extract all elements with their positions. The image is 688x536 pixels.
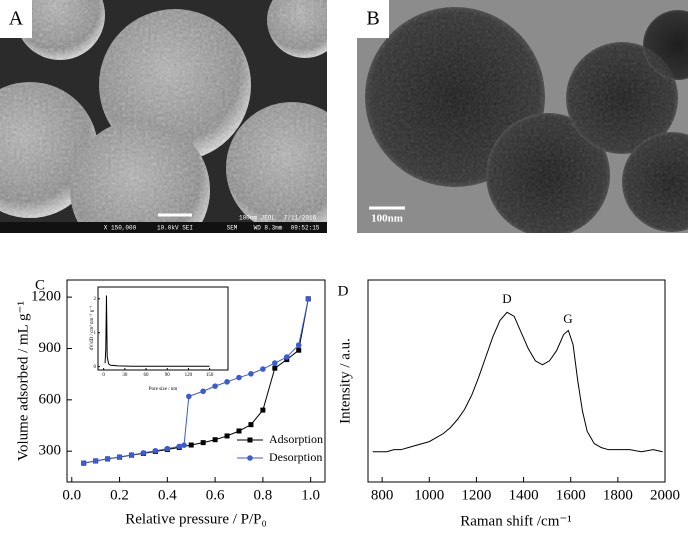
x-axis-label: Pore size / nm: [149, 387, 178, 392]
sem-info: 7/11/2016: [284, 215, 317, 222]
y-axis-label: Intensity / a.u.: [337, 338, 353, 424]
data-marker: [176, 443, 183, 450]
data-marker: [260, 407, 266, 413]
x-tick-label: 800: [371, 488, 394, 504]
peak-label: D: [502, 291, 511, 306]
sem-info: X 150,000: [104, 225, 137, 232]
data-marker: [188, 442, 194, 448]
x-tick-label: 0.8: [254, 488, 273, 504]
y-tick-label: 1: [94, 331, 97, 336]
x-tick-label: 0.0: [62, 488, 81, 504]
legend-label: Adsorption: [269, 432, 323, 446]
plot-frame: [97, 286, 229, 371]
x-tick-label: 150: [206, 373, 214, 378]
plot-frame: [66, 279, 326, 483]
data-line: [372, 311, 663, 453]
peak-label: G: [563, 311, 572, 326]
data-marker: [248, 422, 254, 428]
data-marker: [152, 448, 159, 454]
panel-label: D: [338, 283, 349, 299]
data-marker: [186, 393, 192, 400]
data-marker: [212, 437, 218, 443]
sem-info: WD 8.3mm: [254, 225, 283, 232]
y-tick-label: 900: [39, 340, 62, 356]
y-tick-label: 600: [39, 391, 62, 407]
data-marker: [260, 366, 266, 372]
panel-label: C: [35, 277, 45, 293]
y-axis-label: Volume adsorbed / mL g⁻¹: [15, 301, 31, 461]
data-marker: [305, 296, 312, 302]
scale-bar-label: 100nm: [371, 213, 403, 225]
data-marker: [236, 428, 242, 434]
data-marker: [296, 347, 302, 353]
x-tick-label: 60: [144, 373, 150, 378]
x-tick-label: 30: [122, 373, 128, 378]
legend-marker: [247, 455, 253, 461]
sem-info: 10.0kV SEI: [157, 225, 193, 232]
y-axis-label: dV/dD / cm³ nm⁻¹ g⁻¹: [89, 305, 95, 350]
data-marker: [181, 442, 187, 448]
sem-image: [0, 0, 327, 233]
inset-bg: [98, 287, 228, 370]
x-tick-label: 1400: [509, 488, 539, 504]
data-marker: [224, 379, 230, 385]
data-marker: [212, 383, 218, 389]
x-tick-label: 0.6: [206, 488, 225, 504]
panel-label: B: [366, 8, 379, 30]
legend-marker: [247, 437, 253, 443]
x-axis-label: Raman shift /cm⁻¹: [460, 513, 572, 529]
x-tick-label: 2000: [650, 488, 680, 504]
data-line: [104, 295, 210, 367]
data-marker: [236, 374, 242, 381]
data-marker: [140, 450, 147, 456]
sem-info: SEM: [227, 225, 238, 232]
x-tick-label: 90: [165, 373, 171, 378]
data-marker: [224, 433, 230, 439]
x-tick-label: 1600: [556, 488, 586, 504]
x-axis-label: Relative pressure / P/P₀: [125, 511, 266, 527]
data-marker: [295, 342, 302, 348]
data-marker: [104, 456, 111, 462]
data-marker: [116, 454, 123, 460]
x-tick-label: 1000: [414, 488, 444, 504]
data-marker: [272, 360, 278, 366]
data-marker: [80, 460, 87, 466]
data-marker: [200, 440, 206, 446]
data-marker: [272, 365, 278, 371]
y-tick-label: 1200: [31, 289, 61, 305]
panel-label: A: [9, 8, 24, 30]
data-marker: [128, 452, 135, 458]
data-marker: [200, 388, 206, 395]
x-tick-label: 1800: [603, 488, 633, 504]
legend-label: Desorption: [269, 450, 322, 464]
x-tick-label: 120: [185, 373, 193, 378]
x-tick-label: 0.2: [110, 488, 129, 504]
tem-image: [357, 0, 688, 233]
x-tick-label: 1.0: [301, 488, 320, 504]
y-tick-label: 0: [94, 365, 97, 370]
x-tick-label: 0: [102, 373, 105, 378]
sem-info: 09:52:15: [291, 225, 320, 232]
y-tick-label: 2: [94, 297, 97, 302]
data-marker: [164, 445, 171, 452]
data-marker: [283, 354, 290, 360]
x-tick-label: 0.4: [158, 488, 177, 504]
data-marker: [92, 458, 99, 464]
data-marker: [248, 371, 254, 377]
y-tick-label: 300: [39, 443, 62, 459]
sem-info: 100nm JEOL: [239, 215, 275, 222]
x-tick-label: 1200: [461, 488, 491, 504]
plot-frame: [367, 279, 666, 483]
